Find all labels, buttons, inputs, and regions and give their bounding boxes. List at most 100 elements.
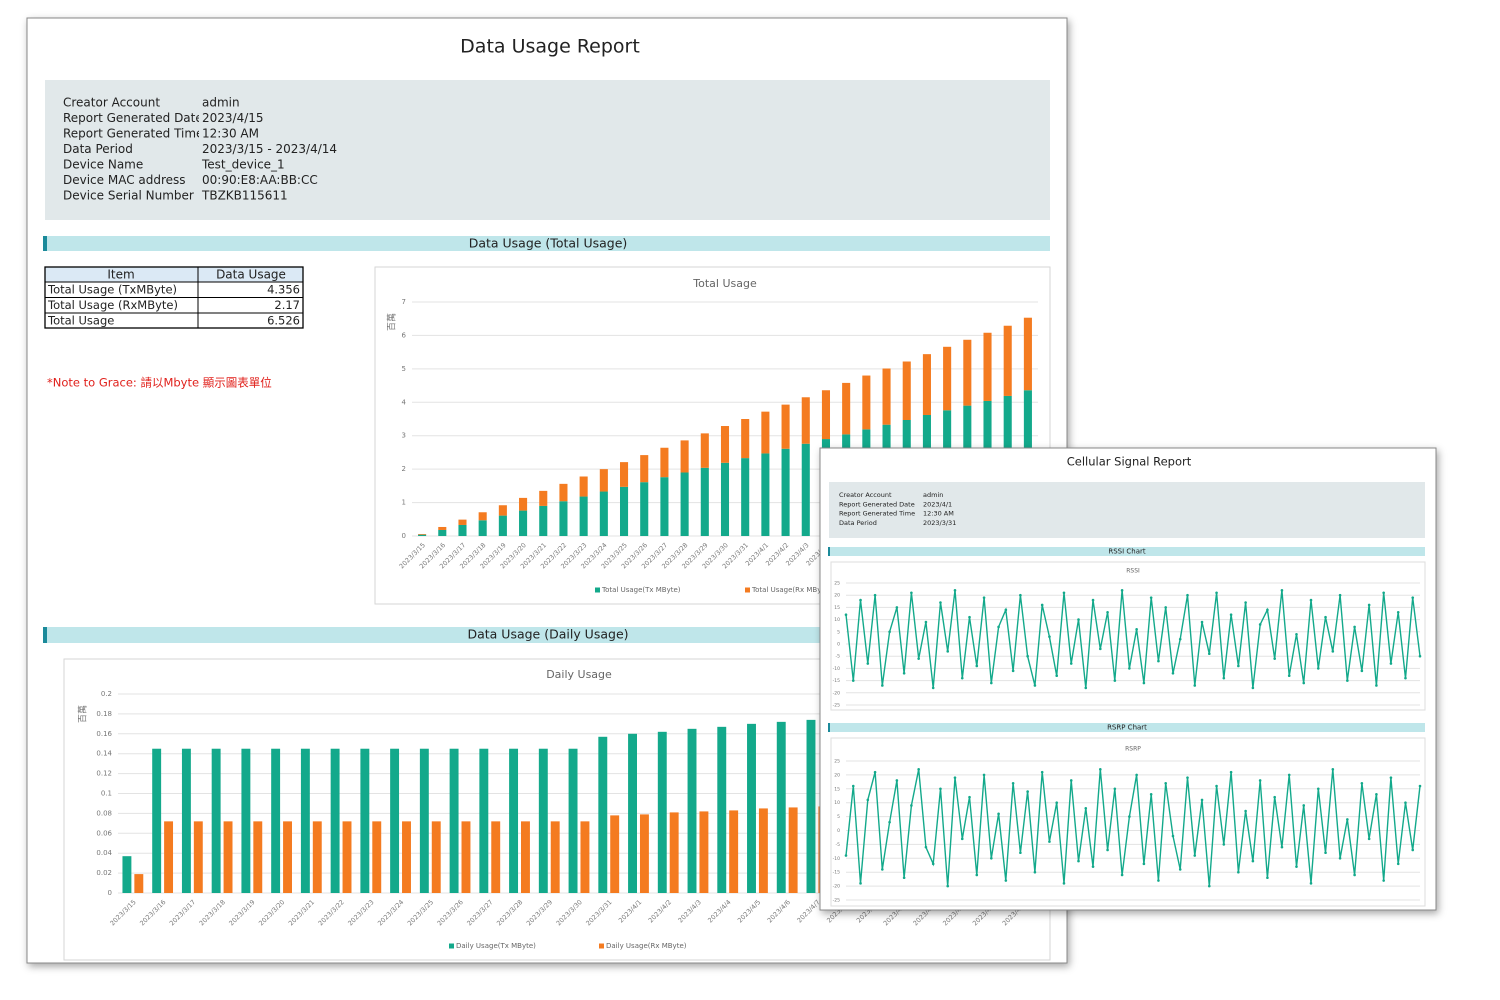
point: [874, 771, 877, 774]
y-tick-label: -15: [833, 870, 840, 876]
y-tick-label: -5: [836, 842, 841, 848]
point: [1070, 779, 1073, 782]
point: [961, 677, 964, 680]
point: [1034, 684, 1037, 687]
bar: [807, 720, 816, 893]
point: [1266, 609, 1269, 612]
bar-segment: [620, 487, 628, 536]
info-value: 2023/4/15: [202, 111, 264, 125]
table-cell: Total Usage (TxMByte): [47, 283, 177, 297]
point: [1310, 599, 1313, 602]
bar-segment: [782, 405, 790, 449]
point: [1346, 818, 1349, 821]
bar-segment: [782, 449, 790, 536]
bar-segment: [438, 527, 446, 530]
point: [1114, 788, 1117, 791]
bar: [194, 821, 203, 893]
point: [1382, 879, 1385, 882]
point: [1302, 804, 1305, 807]
bar-segment: [519, 511, 527, 536]
table-cell: 4.356: [267, 283, 300, 297]
bar: [313, 821, 322, 893]
point: [939, 601, 942, 604]
bar: [390, 749, 399, 893]
section-marker: [43, 627, 47, 643]
point: [888, 821, 891, 824]
point: [1150, 793, 1153, 796]
section-title: RSSI Chart: [1108, 548, 1146, 556]
point: [1390, 662, 1393, 665]
point: [1266, 876, 1269, 879]
point: [1288, 774, 1291, 777]
y-tick-label: 10: [834, 617, 840, 623]
y-tick-label: 0.08: [96, 809, 112, 817]
bar-segment: [479, 520, 487, 536]
info-value: 2023/3/15 - 2023/4/14: [202, 142, 337, 156]
chart-title: Daily Usage: [546, 668, 612, 681]
table-cell: 6.526: [267, 314, 300, 328]
point: [1324, 616, 1327, 619]
point: [939, 788, 942, 791]
info-value: admin: [202, 96, 240, 110]
y-tick-label: -20: [833, 884, 840, 890]
bar: [241, 749, 250, 893]
bar-segment: [600, 469, 608, 491]
bar: [152, 749, 161, 893]
note: *Note to Grace: 請以Mbyte 顯示圖表單位: [47, 376, 272, 390]
table-header: Item: [107, 268, 134, 282]
point: [975, 874, 978, 877]
chart-frame: [831, 562, 1425, 710]
bar-segment: [721, 463, 729, 536]
bar: [628, 734, 637, 893]
y-tick-label: 0.06: [96, 829, 112, 837]
info-label: Device MAC address: [63, 173, 186, 187]
y-tick-label: 25: [834, 759, 840, 765]
bar-segment: [1004, 326, 1012, 396]
bar-segment: [499, 516, 507, 536]
legend-swatch: [595, 588, 600, 593]
point: [1339, 594, 1342, 597]
bar-segment: [761, 453, 769, 536]
y-tick-label: 3: [402, 432, 406, 440]
point: [1230, 613, 1233, 616]
point: [1404, 677, 1407, 680]
chart-frame: [831, 738, 1425, 906]
bar-segment: [883, 369, 891, 425]
legend-label: Total Usage(Rx MByte): [751, 586, 831, 594]
point: [917, 657, 920, 660]
y-tick-label: 1: [402, 499, 406, 507]
bar: [598, 737, 607, 893]
point: [903, 672, 906, 675]
point: [1382, 591, 1385, 594]
bar-segment: [701, 468, 709, 536]
y-tick-label: 20: [834, 772, 840, 778]
point: [1179, 868, 1182, 871]
point: [1288, 674, 1291, 677]
bar: [747, 724, 756, 893]
point: [1172, 672, 1175, 675]
point: [910, 591, 913, 594]
point: [1012, 670, 1015, 673]
bar-segment: [903, 362, 911, 421]
point: [1281, 589, 1284, 592]
point: [903, 876, 906, 879]
y-tick-label: 0.02: [96, 869, 112, 877]
bar: [759, 808, 768, 893]
point: [1208, 652, 1211, 655]
legend-label: Daily Usage(Tx MByte): [456, 942, 536, 950]
point: [968, 616, 971, 619]
bar: [182, 749, 191, 893]
point: [1135, 628, 1138, 631]
y-tick-label: 0.16: [96, 730, 112, 738]
point: [954, 776, 957, 779]
bar-segment: [701, 433, 709, 467]
bar-segment: [842, 383, 850, 434]
y-tick-label: -15: [833, 678, 840, 684]
point: [968, 796, 971, 799]
bar: [224, 821, 233, 893]
point: [1172, 835, 1175, 838]
point: [1099, 648, 1102, 651]
info-label: Report Generated Time: [839, 510, 915, 518]
point: [1063, 882, 1066, 885]
point: [1237, 665, 1240, 668]
